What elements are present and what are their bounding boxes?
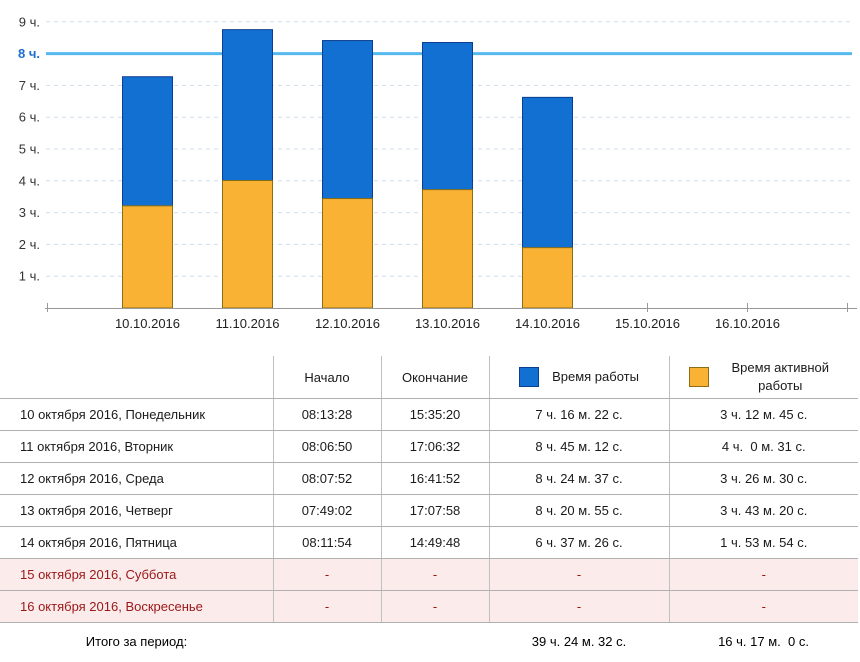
start-cell: 08:06:50 (272, 430, 381, 463)
start-cell: 08:13:28 (272, 398, 381, 431)
date-cell: 14 октября 2016, Пятница (0, 526, 273, 559)
work-time-cell: - (488, 590, 669, 623)
table-row: 11 октября 2016, Вторник 08:06:50 17:06:32… (0, 430, 858, 463)
date-cell: 11 октября 2016, Вторник (0, 430, 273, 463)
x-axis-label: 11.10.2016 (215, 316, 279, 331)
stacked-bar-chart-svg: 1 ч. 2 ч. 3 ч. 4 ч. 5 ч. 6 ч. 7 ч. 8 ч. 9 ч. 10.1… (18, 14, 857, 331)
y-axis-label: 7 ч. (19, 78, 40, 93)
active-time-bar (122, 205, 173, 309)
active-time-cell: 3 ч. 12 м. 45 с. (668, 398, 858, 431)
end-column-header: Окончание (380, 356, 489, 399)
table-row: 14 октября 2016, Пятница 08:11:54 14:49:48… (0, 526, 858, 559)
active-time-bar (222, 180, 273, 309)
y-axis-label: 9 ч. (19, 14, 40, 29)
work-time-cell: 6 ч. 37 м. 26 с. (488, 526, 669, 559)
work-time-chart: 1 ч. 2 ч. 3 ч. 4 ч. 5 ч. 6 ч. 7 ч. 8 ч. 9 ч. 10.1… (18, 14, 857, 331)
active-time-bar (522, 247, 573, 309)
totals-work-time: 39 ч. 24 м. 32 с. (531, 634, 627, 649)
table-row: 15 октября 2016, Суббота - - - - (0, 558, 858, 591)
x-axis-label: 13.10.2016 (415, 316, 480, 331)
end-cell: - (380, 558, 489, 591)
active-time-legend-label: Время активной работы (731, 360, 830, 393)
end-cell: 17:07:58 (380, 494, 489, 527)
active-time-cell: 3 ч. 43 м. 20 с. (668, 494, 858, 527)
y-axis-label: 6 ч. (19, 110, 40, 125)
y-axis-label: 5 ч. (19, 142, 40, 157)
totals-active-time: 16 ч. 17 м. 0 с. (718, 634, 809, 649)
work-time-legend-label: Время работы (552, 369, 639, 385)
active-time-cell: - (668, 558, 858, 591)
active-time-cell: 3 ч. 26 м. 30 с. (668, 462, 858, 495)
start-cell: 07:49:02 (272, 494, 381, 527)
work-time-legend-swatch-icon (519, 367, 540, 387)
x-axis-label: 15.10.2016 (615, 316, 680, 331)
work-time-cell: 8 ч. 45 м. 12 с. (488, 430, 669, 463)
date-cell: 12 октября 2016, Среда (0, 462, 273, 495)
y-axis-label: 1 ч. (19, 269, 40, 284)
table-row: 10 октября 2016, Понедельник 08:13:28 15:3… (0, 398, 858, 431)
table-row: 16 октября 2016, Воскресенье - - - - (0, 590, 858, 623)
work-time-cell: 8 ч. 24 м. 37 с. (488, 462, 669, 495)
end-cell: - (380, 590, 489, 623)
table-row: 13 октября 2016, Четверг 07:49:02 17:07:58… (0, 494, 858, 527)
active-time-cell: 4 ч. 0 м. 31 с. (668, 430, 858, 463)
date-cell: 10 октября 2016, Понедельник (0, 398, 273, 431)
end-cell: 14:49:48 (380, 526, 489, 559)
totals-label: Итого за период: (85, 634, 188, 649)
active-time-bar (322, 198, 373, 309)
totals-start-cell-empty (273, 623, 381, 661)
y-axis-label: 3 ч. (19, 205, 40, 220)
start-cell: - (272, 590, 381, 623)
date-cell: 15 октября 2016, Суббота (0, 558, 273, 591)
active-time-cell: 1 ч. 53 м. 54 с. (668, 526, 858, 559)
end-cell: 15:35:20 (380, 398, 489, 431)
date-column-header (0, 356, 273, 399)
report-table-body: 10 октября 2016, Понедельник 08:13:28 15:3… (0, 398, 858, 623)
active-time-legend-swatch-icon (689, 367, 710, 387)
table-header-row: Начало Окончание Время работы Время акти… (0, 356, 858, 399)
x-axis-label: 12.10.2016 (315, 316, 380, 331)
work-time-cell: 8 ч. 20 м. 55 с. (488, 494, 669, 527)
active-time-column-header: Время активной работы (668, 356, 858, 399)
end-cell: 16:41:52 (380, 462, 489, 495)
work-time-cell: 7 ч. 16 м. 22 с. (488, 398, 669, 431)
work-time-report-table: Начало Окончание Время работы Время акти… (0, 356, 858, 660)
y-axis-label: 2 ч. (19, 237, 40, 252)
y-axis-label: 8 ч. (18, 46, 40, 61)
y-axis-label: 4 ч. (19, 173, 40, 188)
work-time-column-header: Время работы (488, 356, 669, 399)
x-axis-label: 16.10.2016 (715, 316, 780, 331)
date-cell: 13 октября 2016, Четверг (0, 494, 273, 527)
x-axis-label: 14.10.2016 (515, 316, 580, 331)
active-time-bar (422, 189, 473, 309)
work-time-cell: - (488, 558, 669, 591)
totals-row: Итого за период: 39 ч. 24 м. 32 с. 16 ч.… (0, 623, 858, 661)
date-cell: 16 октября 2016, Воскресенье (0, 590, 273, 623)
start-cell: - (272, 558, 381, 591)
active-time-cell: - (668, 590, 858, 623)
totals-end-cell-empty (381, 623, 489, 661)
table-row: 12 октября 2016, Среда 08:07:52 16:41:52 8 … (0, 462, 858, 495)
start-cell: 08:07:52 (272, 462, 381, 495)
end-cell: 17:06:32 (380, 430, 489, 463)
start-column-header: Начало (272, 356, 381, 399)
start-cell: 08:11:54 (272, 526, 381, 559)
x-axis-label: 10.10.2016 (115, 316, 180, 331)
